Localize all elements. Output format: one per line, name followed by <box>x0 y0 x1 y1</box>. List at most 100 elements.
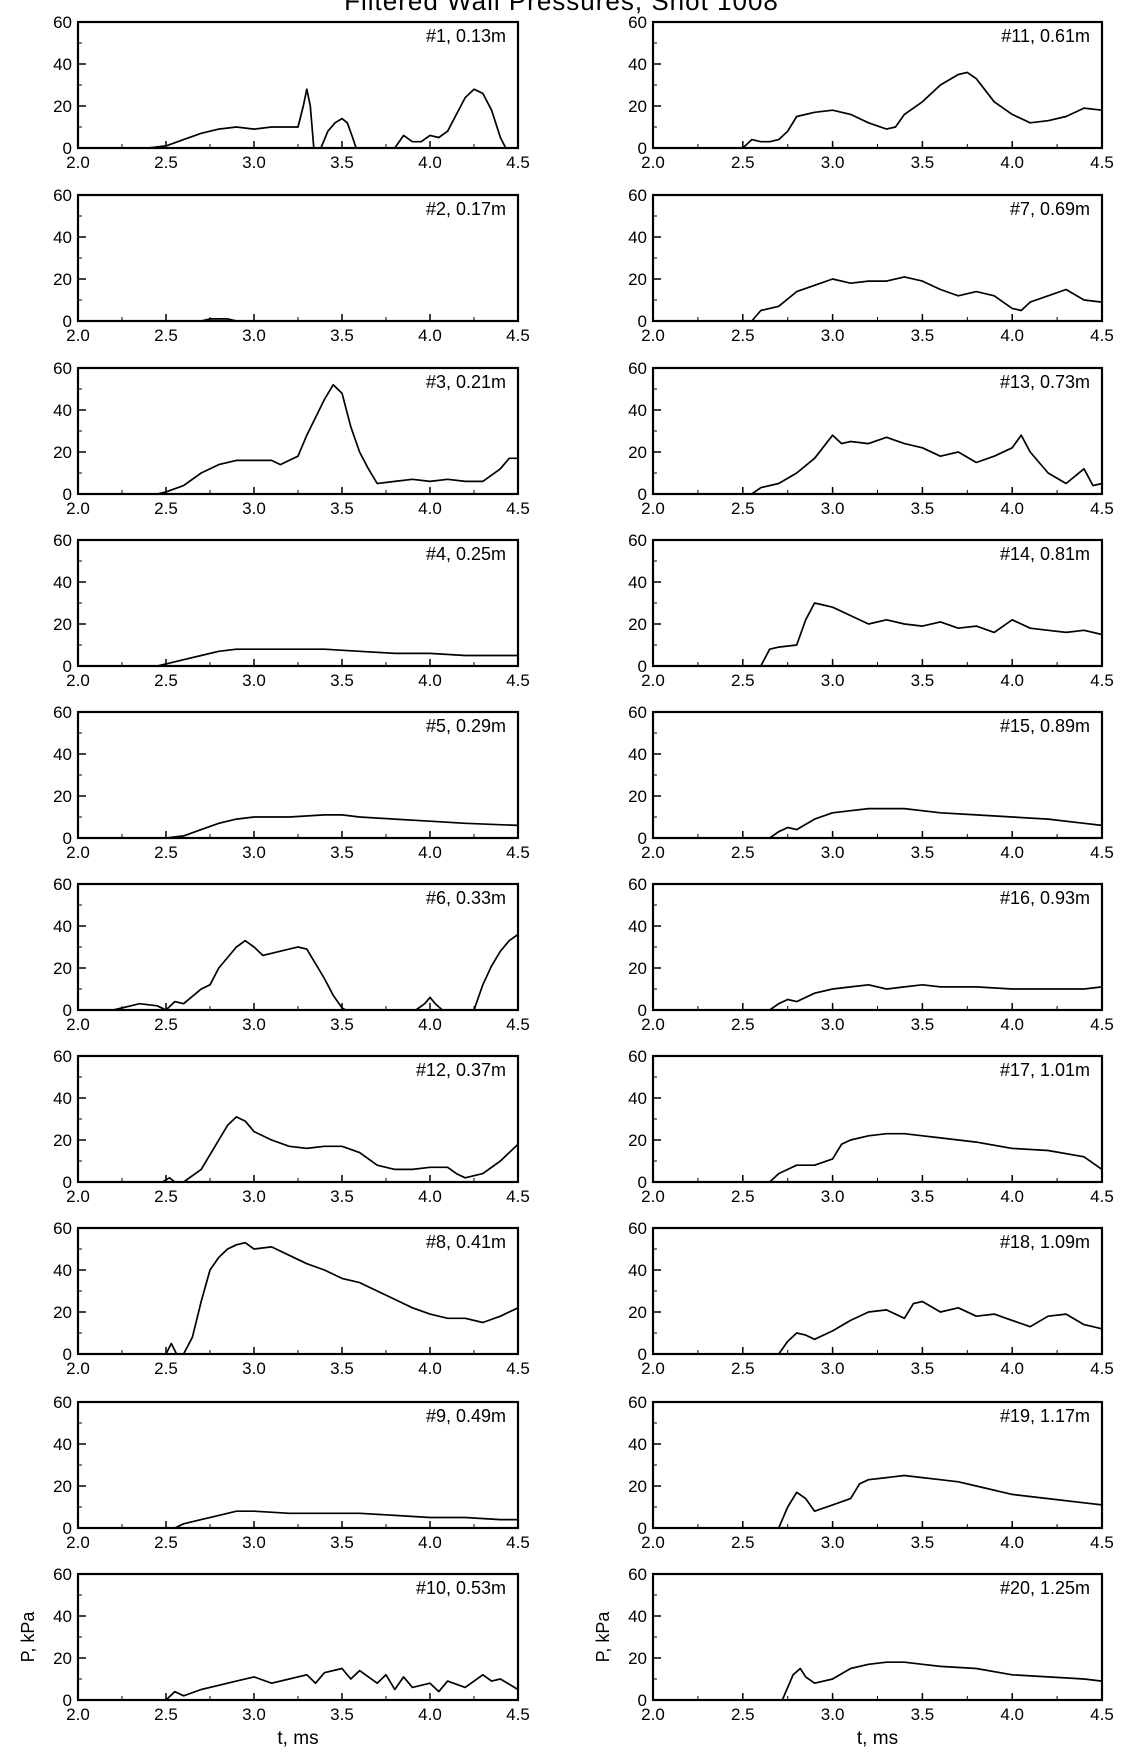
y-tick-label: 0 <box>63 485 72 504</box>
x-tick-label: 4.0 <box>418 326 442 345</box>
panel-label: #18, 1.09m <box>1000 1232 1090 1252</box>
x-tick-label: 4.5 <box>1090 499 1114 518</box>
x-tick-label: 4.5 <box>1090 843 1114 862</box>
x-tick-label: 4.0 <box>418 499 442 518</box>
y-tick-label: 60 <box>628 531 647 550</box>
x-tick-label: 2.5 <box>731 1015 755 1034</box>
x-tick-label: 3.0 <box>242 1187 266 1206</box>
y-tick-label: 0 <box>638 1691 647 1710</box>
y-tick-label: 60 <box>628 703 647 722</box>
y-tick-label: 40 <box>53 745 72 764</box>
x-tick-label: 2.0 <box>641 326 665 345</box>
x-tick-label: 4.0 <box>1000 1187 1024 1206</box>
x-tick-label: 4.0 <box>1000 153 1024 172</box>
pressure-trace <box>415 996 443 1011</box>
y-tick-label: 20 <box>628 1477 647 1496</box>
pressure-trace <box>162 1176 176 1183</box>
x-tick-label: 3.0 <box>821 1187 845 1206</box>
x-tick-label: 3.5 <box>330 1705 354 1724</box>
x-tick-label: 3.5 <box>911 1533 935 1552</box>
x-tick-label: 3.5 <box>911 671 935 690</box>
x-tick-label: 3.0 <box>821 1533 845 1552</box>
x-tick-label: 4.5 <box>506 1533 530 1552</box>
subplot-18: 2.0 2.5 3.0 3.5 4.0 4.5 0 20 40 60 #19, 1.17m <box>628 1393 1114 1552</box>
x-tick-label: 2.0 <box>641 499 665 518</box>
x-tick-label: 4.0 <box>418 1187 442 1206</box>
y-tick-label: 0 <box>638 139 647 158</box>
y-tick-label: 20 <box>53 443 72 462</box>
x-tick-label: 3.5 <box>911 1705 935 1724</box>
x-tick-label: 4.5 <box>1090 671 1114 690</box>
pressure-trace <box>78 318 518 322</box>
y-tick-label: 20 <box>53 1303 72 1322</box>
x-tick-label: 4.5 <box>506 1705 530 1724</box>
y-axis-title: P, kPa <box>18 1611 38 1663</box>
x-tick-label: 4.5 <box>1090 1533 1114 1552</box>
x-tick-label: 3.0 <box>821 843 845 862</box>
panel-label: #11, 0.61m <box>1001 26 1090 46</box>
x-tick-label: 2.0 <box>641 1015 665 1034</box>
y-tick-label: 40 <box>628 1261 647 1280</box>
y-tick-label: 20 <box>53 270 72 289</box>
x-tick-label: 3.5 <box>330 671 354 690</box>
y-tick-label: 0 <box>63 1001 72 1020</box>
y-tick-label: 60 <box>628 1565 647 1584</box>
pressure-trace <box>653 602 1103 667</box>
pressure-trace <box>182 1241 519 1355</box>
y-tick-label: 60 <box>628 1393 647 1412</box>
y-tick-label: 40 <box>53 228 72 247</box>
subplot-10: 2.0 2.5 3.0 3.5 4.0 4.5 0 20 40 60 #15, 0.89m <box>628 703 1114 862</box>
subplot-3: 2.0 2.5 3.0 3.5 4.0 4.5 0 20 40 60 #2, 0.17m <box>53 186 530 345</box>
pressure-trace <box>183 1116 519 1183</box>
y-tick-label: 20 <box>628 787 647 806</box>
y-tick-label: 40 <box>628 745 647 764</box>
figure-title: Filtered Wall Pressures, Shot 1008 <box>344 0 779 16</box>
subplot-9: 2.0 2.5 3.0 3.5 4.0 4.5 0 20 40 60 #5, 0.29m <box>53 703 530 862</box>
subplot-14: 2.0 2.5 3.0 3.5 4.0 4.5 0 20 40 60 #17, 1.01m <box>628 1047 1114 1206</box>
x-tick-label: 2.5 <box>154 1705 178 1724</box>
y-tick-label: 20 <box>628 270 647 289</box>
y-tick-label: 20 <box>628 1131 647 1150</box>
y-tick-label: 60 <box>53 1047 72 1066</box>
x-tick-label: 2.0 <box>66 1533 90 1552</box>
y-tick-label: 60 <box>628 186 647 205</box>
y-tick-label: 20 <box>53 1131 72 1150</box>
pressure-trace <box>165 1342 178 1355</box>
subplot-20: 2.0 2.5 3.0 3.5 4.0 4.5 0 20 40 60 #20, 1.25m <box>628 1565 1114 1724</box>
x-tick-label: 2.5 <box>731 153 755 172</box>
subplot-13: 2.0 2.5 3.0 3.5 4.0 4.5 0 20 40 60 #12, 0.37m <box>53 1047 530 1206</box>
x-tick-label: 4.0 <box>1000 326 1024 345</box>
pressure-trace <box>394 88 507 149</box>
subplot-11: 2.0 2.5 3.0 3.5 4.0 4.5 0 20 40 60 #6, 0.33m <box>53 875 530 1034</box>
y-tick-label: 0 <box>638 1173 647 1192</box>
panel-label: #3, 0.21m <box>426 372 506 392</box>
y-tick-label: 0 <box>63 657 72 676</box>
y-tick-label: 40 <box>628 55 647 74</box>
y-tick-label: 0 <box>638 485 647 504</box>
x-tick-label: 2.5 <box>154 843 178 862</box>
y-tick-label: 20 <box>53 615 72 634</box>
subplot-19: 2.0 2.5 3.0 3.5 4.0 4.5 0 20 40 60 #10, 0.53m <box>53 1565 530 1724</box>
x-tick-label: 2.5 <box>154 153 178 172</box>
x-tick-label: 2.5 <box>154 671 178 690</box>
x-tick-label: 4.0 <box>1000 671 1024 690</box>
y-tick-label: 0 <box>63 1691 72 1710</box>
x-tick-label: 2.0 <box>66 499 90 518</box>
y-tick-label: 60 <box>53 186 72 205</box>
subplot-7: 2.0 2.5 3.0 3.5 4.0 4.5 0 20 40 60 #4, 0.25m <box>53 531 530 690</box>
pressure-trace <box>78 383 518 495</box>
pressure-trace <box>653 71 1103 149</box>
x-tick-label: 2.0 <box>641 671 665 690</box>
x-tick-label: 2.5 <box>731 671 755 690</box>
panel-label: #17, 1.01m <box>1000 1060 1090 1080</box>
pressure-trace <box>653 276 1103 322</box>
y-tick-label: 60 <box>53 1393 72 1412</box>
x-tick-label: 3.0 <box>821 1359 845 1378</box>
y-tick-label: 20 <box>628 1303 647 1322</box>
y-tick-label: 0 <box>63 1519 72 1538</box>
pressure-trace <box>653 434 1103 495</box>
x-tick-label: 4.0 <box>418 1533 442 1552</box>
y-tick-label: 40 <box>628 573 647 592</box>
x-tick-label: 4.5 <box>506 1187 530 1206</box>
